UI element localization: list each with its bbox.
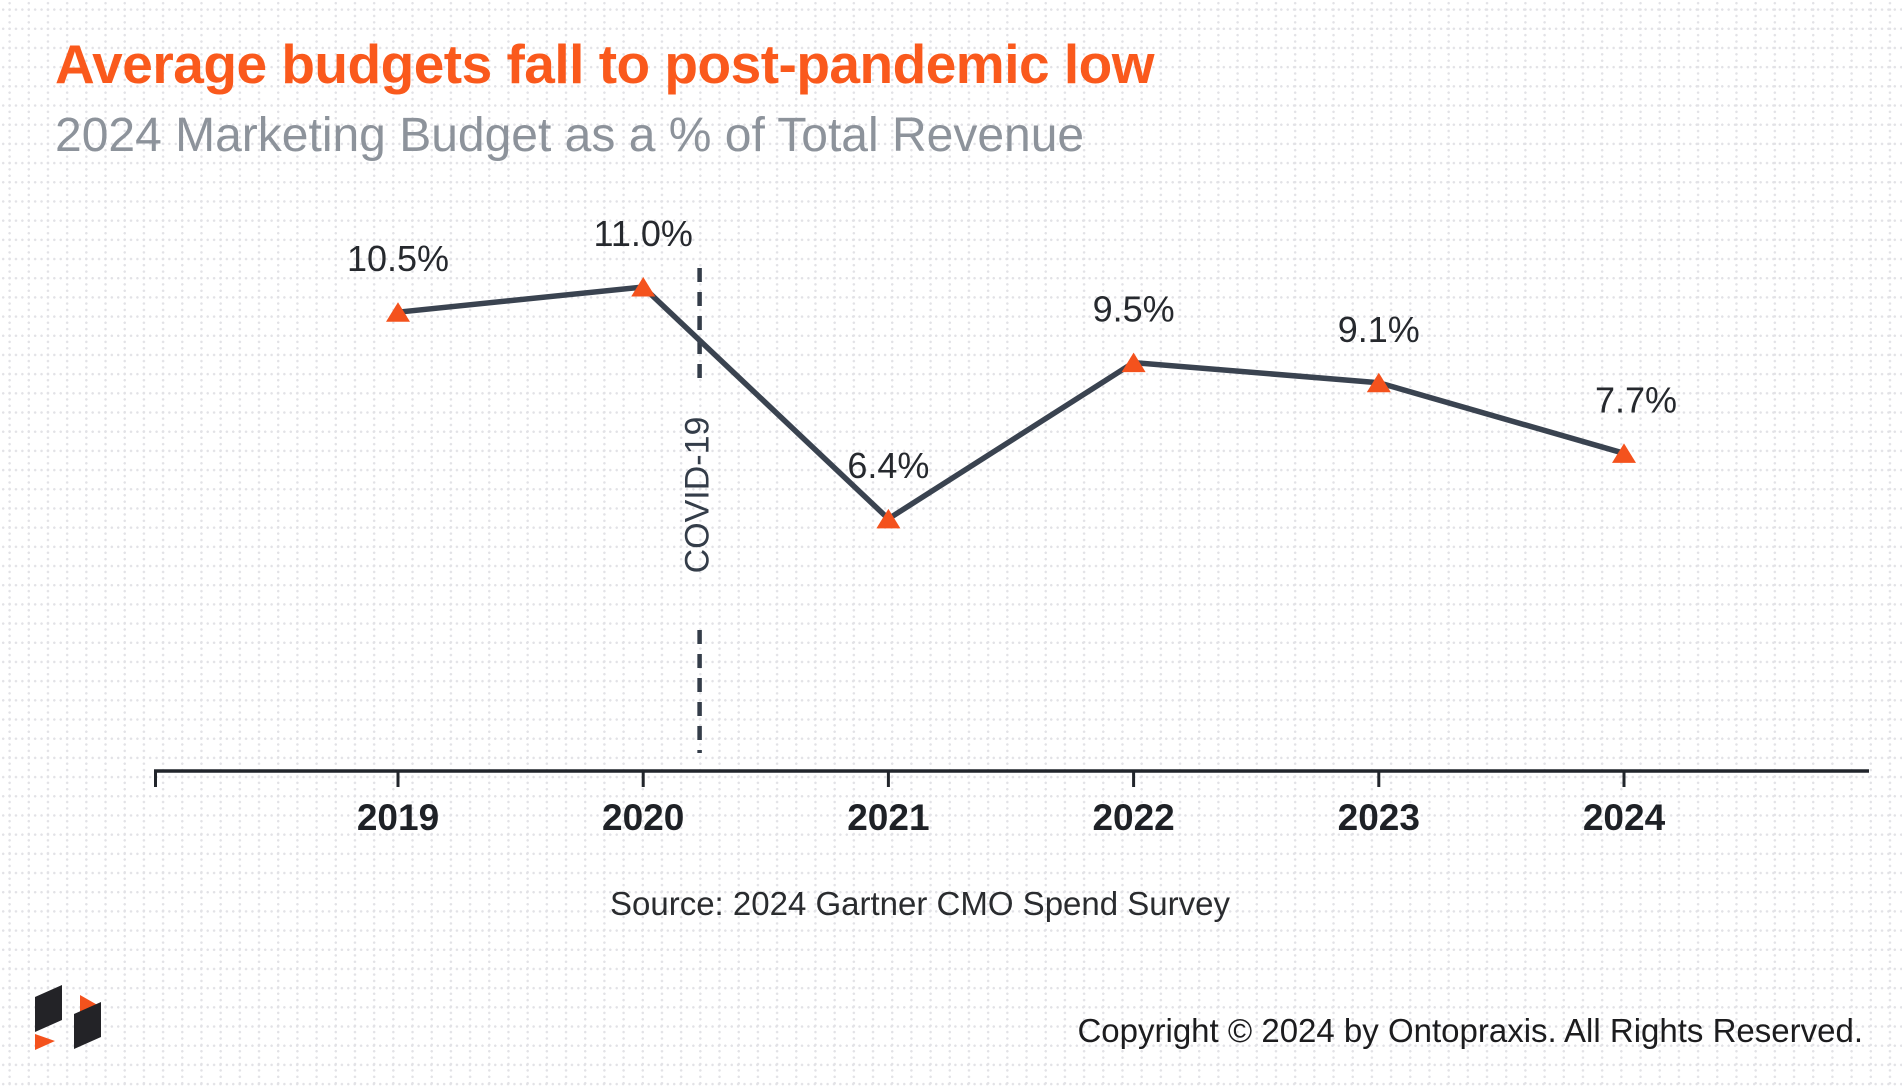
logo-dark-parallelogram-right [74,1002,101,1049]
x-axis-label: 2021 [847,797,929,838]
data-point-label: 11.0% [593,213,692,254]
data-point-label: 6.4% [847,445,929,486]
source-caption: Source: 2024 Gartner CMO Spend Survey [610,885,1230,922]
copyright-text: Copyright © 2024 by Ontopraxis. All Righ… [1077,1012,1863,1049]
logo-dark-parallelogram-left [35,985,62,1032]
data-point-marker [631,277,656,297]
data-point-label: 7.7% [1595,379,1677,420]
chart-title: Average budgets fall to post-pandemic lo… [55,33,1155,95]
data-point-marker [876,508,901,529]
x-axis-label: 2020 [602,797,684,838]
x-axis-label: 2023 [1338,797,1420,838]
x-axis-label: 2022 [1092,797,1174,838]
data-point-label: 10.5% [347,238,449,279]
data-point-label: 9.5% [1093,289,1175,330]
data-point-label: 9.1% [1338,309,1420,350]
data-point-marker [1121,352,1146,373]
data-point-marker [1612,443,1636,463]
series-line [395,284,1627,522]
x-axis-label: 2024 [1583,797,1666,838]
ontopraxis-logo [35,985,101,1050]
data-point-marker [1366,372,1391,393]
data-point-marker [386,302,410,322]
covid-annotation-label: COVID-19 [679,417,717,574]
x-axis-label: 2019 [357,797,439,838]
logo-orange-triangle-bottom [35,1034,55,1050]
chart-subtitle: 2024 Marketing Budget as a % of Total Re… [55,109,1085,162]
